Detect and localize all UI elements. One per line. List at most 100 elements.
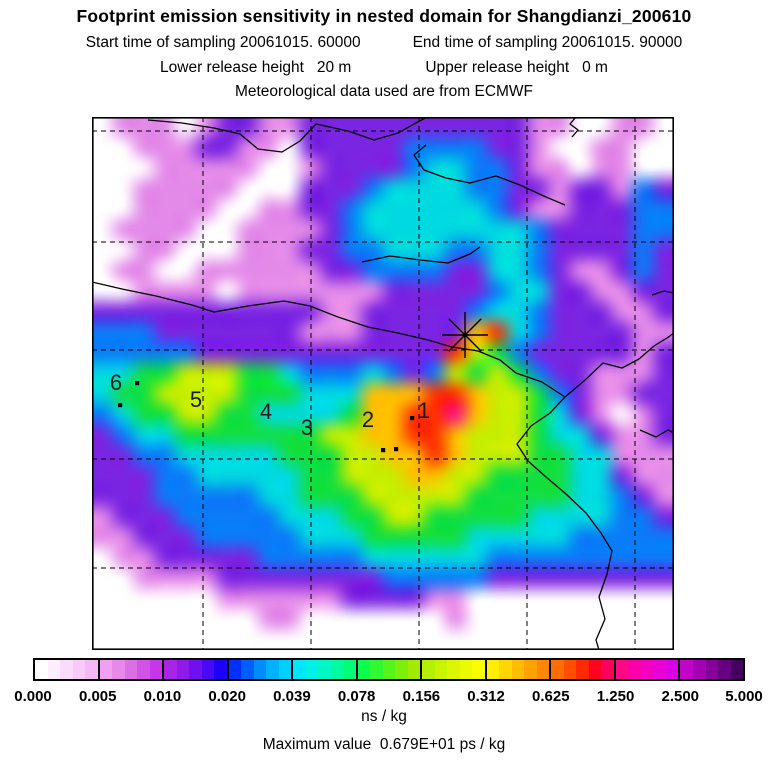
colorbar-step <box>434 660 448 679</box>
colorbar-step <box>680 660 693 679</box>
colorbar-tick-label: 0.000 <box>14 688 52 705</box>
colorbar-step <box>486 660 500 679</box>
colorbar-step <box>730 660 744 679</box>
colorbar-step <box>665 660 679 679</box>
colorbar-step <box>318 660 331 679</box>
colorbar-tick-label: 0.078 <box>337 688 376 705</box>
colorbar-step <box>705 660 719 679</box>
colorbar-step <box>60 660 73 679</box>
colorbar-step <box>628 660 641 679</box>
coastline <box>639 429 674 438</box>
colorbar-step <box>536 660 550 679</box>
colorbar-step <box>47 660 61 679</box>
colorbar-step <box>330 660 344 679</box>
colorbar-step <box>576 660 589 679</box>
coastline <box>361 246 481 264</box>
colorbar-step <box>447 660 460 679</box>
colorbar-step <box>253 660 267 679</box>
colorbar-step <box>137 660 150 679</box>
map-overlay: 1 2 3 4 5 6 <box>92 117 674 650</box>
colorbar-step <box>511 660 525 679</box>
colorbar-step <box>588 660 602 679</box>
colorbar-segment-9 <box>613 660 679 679</box>
colorbar-step <box>228 660 242 679</box>
station-dot <box>135 381 140 386</box>
colorbar-tick-label: 0.039 <box>273 688 311 705</box>
colorbar-segment-10 <box>678 660 744 679</box>
colorbar-tick-label: 0.156 <box>402 688 441 705</box>
colorbar-step <box>278 660 292 679</box>
colorbar-step <box>99 660 113 679</box>
station-label-3: 3 <box>301 415 313 440</box>
colorbar-segment-6 <box>420 660 485 679</box>
colorbar-step <box>176 660 190 679</box>
colorbar-step <box>85 660 98 679</box>
colorbar-step <box>640 660 654 679</box>
upper-release-label: Upper release height 0 m <box>425 59 608 76</box>
colorbar-tick-label: 1.250 <box>596 688 635 705</box>
colorbar-step <box>305 660 319 679</box>
colorbar-step <box>149 660 163 679</box>
colorbar-step <box>382 660 396 679</box>
release-heights-line: Lower release height 20 m Upper release … <box>0 59 768 77</box>
sensitivity-field-canvas <box>92 117 674 650</box>
colorbar-tick-label: 0.005 <box>78 688 117 705</box>
coastline <box>147 117 428 153</box>
footprint-map: 1 2 3 4 5 6 <box>92 117 674 650</box>
colorbar-segment-4 <box>291 660 356 679</box>
colorbar-step <box>653 660 666 679</box>
colorbar-step <box>601 660 614 679</box>
colorbar-step <box>472 660 485 679</box>
coastline <box>413 144 566 206</box>
station-dot <box>394 447 399 452</box>
colorbar-segment-8 <box>549 660 614 679</box>
receptor-star-center <box>462 332 468 338</box>
colorbar-step <box>692 660 706 679</box>
sampling-times-line: Start time of sampling 20061015. 60000 E… <box>0 34 768 52</box>
colorbar-step <box>615 660 629 679</box>
colorbar-segment-7 <box>484 660 550 679</box>
colorbar-unit-label: ns / kg <box>361 708 407 725</box>
lower-release-label: Lower release height 20 m <box>160 59 352 76</box>
colorbar-step <box>72 660 86 679</box>
colorbar-step <box>551 660 564 679</box>
colorbar-tick-label: 5.000 <box>725 688 763 705</box>
station-label-2: 2 <box>362 407 374 432</box>
station-dot <box>410 416 415 421</box>
colorbar-step <box>201 660 215 679</box>
station-dot <box>381 448 386 453</box>
colorbar-tick-labels: 0.000 0.005 0.010 0.020 0.039 0.078 0.156 0.312… <box>0 688 768 706</box>
start-time-label: Start time of sampling 20061015. 60000 <box>85 34 361 51</box>
coastline <box>569 117 579 138</box>
colorbar-step <box>370 660 383 679</box>
colorbar-step <box>718 660 731 679</box>
colorbar-step <box>124 660 138 679</box>
colorbar-step <box>459 660 473 679</box>
colorbar-step <box>563 660 577 679</box>
colorbar-step <box>112 660 125 679</box>
colorbar-step <box>357 660 371 679</box>
station-label-5: 5 <box>190 387 202 412</box>
colorbar-tick-label: 0.625 <box>532 688 570 705</box>
coastline <box>564 332 674 398</box>
colorbar-tick-label: 0.312 <box>467 688 505 705</box>
figure-title: Footprint emission sensitivity in nested… <box>76 6 692 26</box>
colorbar-step <box>524 660 537 679</box>
colorbar-tick-label: 0.010 <box>143 688 182 705</box>
colorbar-segment-3 <box>226 660 292 679</box>
met-source-label: Meteorological data used are from ECMWF <box>234 83 534 100</box>
colorbar-step <box>164 660 177 679</box>
colorbar-step <box>241 660 254 679</box>
station-label-1: 1 <box>418 398 430 423</box>
station-label-4: 4 <box>260 399 272 424</box>
colorbar-step <box>189 660 202 679</box>
colorbar-tick-label: 2.500 <box>661 688 700 705</box>
colorbar-step <box>422 660 435 679</box>
colorbar-step <box>293 660 306 679</box>
colorbar-step <box>214 660 227 679</box>
station-dot <box>118 403 123 408</box>
colorbar-tick-label: 0.020 <box>208 688 246 705</box>
colorbar-segment-5 <box>355 660 421 679</box>
colorbar-step <box>266 660 279 679</box>
